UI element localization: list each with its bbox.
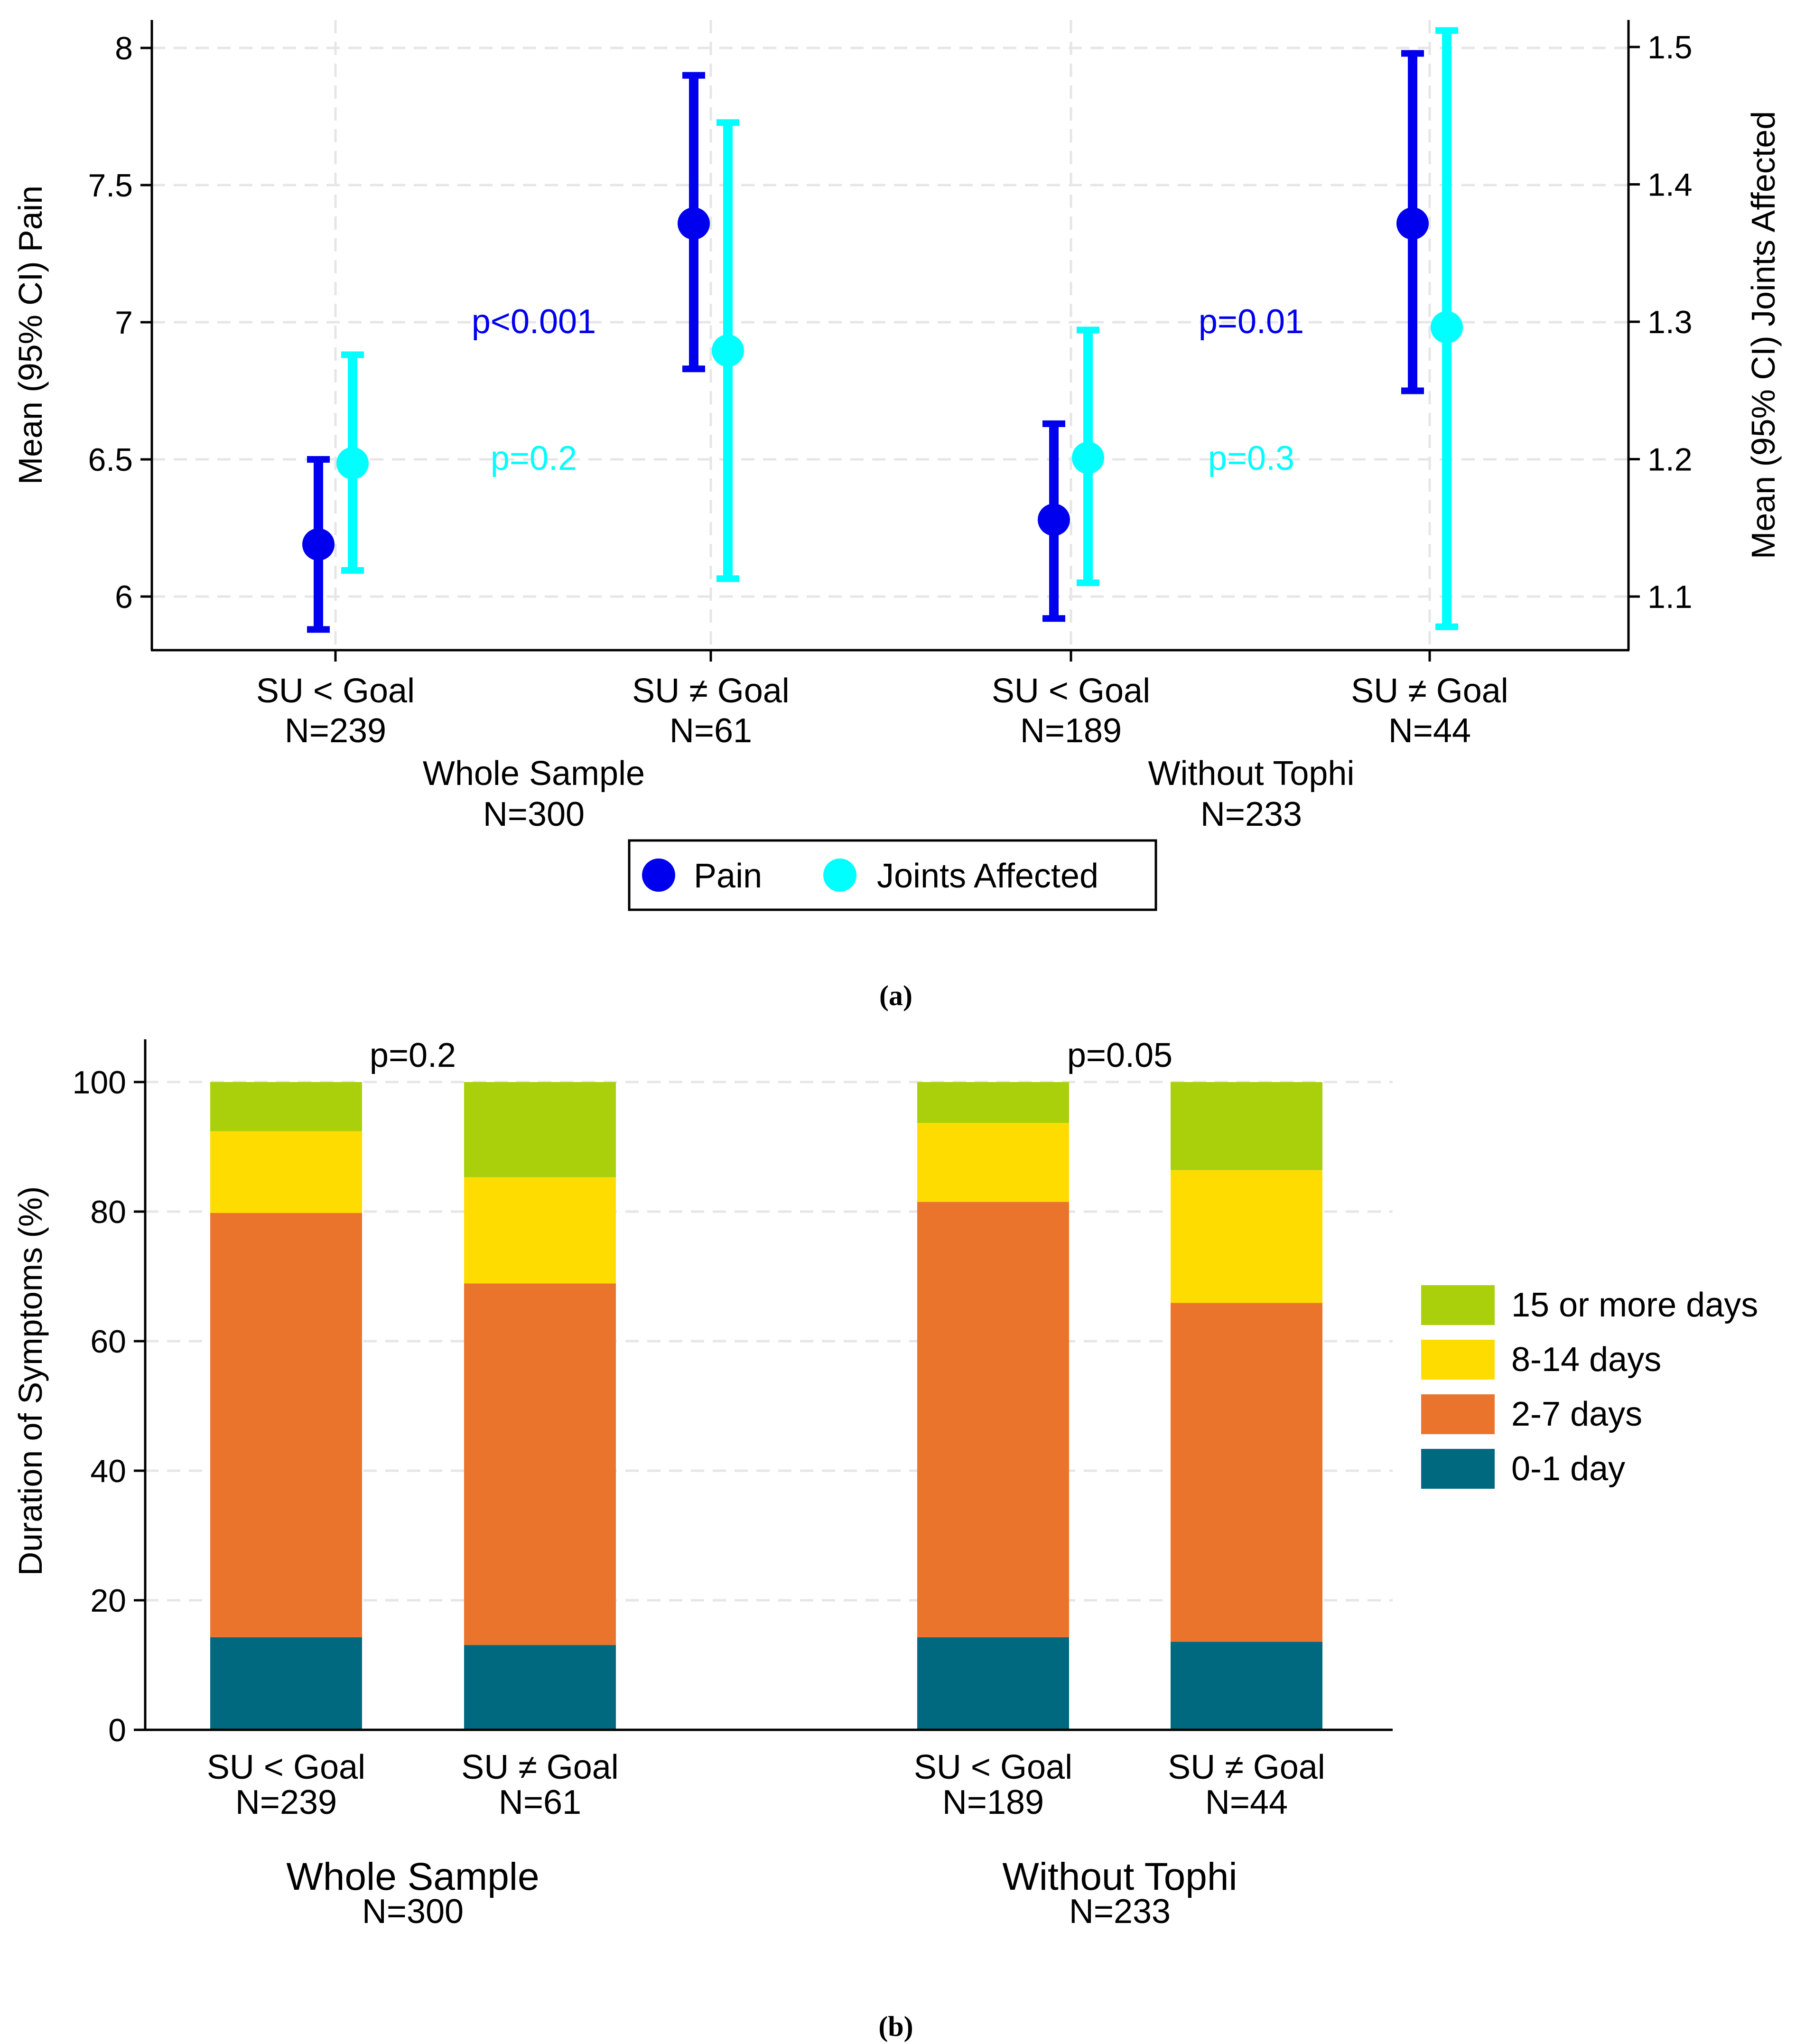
y2-tick-label: 1.2	[1647, 442, 1693, 478]
bar-segment	[917, 1122, 1069, 1202]
p-value-annotation: p<0.001	[472, 303, 596, 341]
mean-point	[1072, 441, 1104, 474]
p-value-annotation: p=0.05	[1067, 1036, 1172, 1074]
bar-segment	[464, 1645, 616, 1730]
group-label: Without Tophi	[1148, 755, 1355, 793]
panel-label-b: (b)	[878, 2011, 913, 2042]
y-tick-label: 40	[90, 1453, 126, 1489]
category-label: SU ≠ Goal	[1351, 672, 1508, 710]
bar-segment	[210, 1213, 362, 1637]
bar-segment	[210, 1637, 362, 1730]
y-axis-title: Mean (95% CI) Pain	[12, 186, 49, 485]
category-label: SU ≠ Goal	[1168, 1748, 1325, 1786]
y-tick-label: 60	[90, 1324, 126, 1360]
y-tick-label: 8	[115, 30, 133, 66]
bar-segment	[1171, 1170, 1322, 1303]
y2-tick-label: 1.3	[1647, 304, 1693, 340]
mean-point	[302, 528, 335, 561]
y-tick-label: 100	[73, 1064, 126, 1101]
legend-label: 0-1 day	[1511, 1450, 1625, 1488]
p-value-annotation: p=0.2	[491, 439, 577, 477]
bar-segment	[1171, 1642, 1322, 1730]
category-n-label: N=239	[235, 1783, 337, 1821]
group-n-label: N=233	[1069, 1893, 1171, 1931]
legend-label-joints: Joints Affected	[877, 857, 1098, 895]
y2-tick-label: 1.4	[1647, 167, 1693, 203]
mean-point	[1038, 504, 1070, 536]
p-value-annotation: p=0.3	[1208, 439, 1294, 477]
bar-segment	[1171, 1082, 1322, 1170]
group-label: Whole Sample	[286, 1855, 539, 1898]
p-value-annotation: p=0.2	[370, 1036, 456, 1074]
mean-point	[678, 207, 710, 240]
category-n-label: N=189	[942, 1783, 1044, 1821]
category-n-label: N=61	[670, 712, 752, 750]
bar-segment	[464, 1082, 616, 1177]
y-tick-label: 0	[108, 1712, 126, 1748]
y-tick-label: 7.5	[88, 168, 133, 204]
mean-point	[1431, 311, 1463, 344]
bar-segment	[464, 1177, 616, 1284]
bar-segment	[917, 1637, 1069, 1730]
legend-swatch	[1421, 1449, 1495, 1489]
bar-segment	[210, 1082, 362, 1131]
bar-segment	[464, 1283, 616, 1645]
category-label: SU < Goal	[914, 1748, 1072, 1786]
panel-a: 6 6.5 7 7.5 8 1.1 1.2 1.3 1.4 1.5 Mean (95% CI) Pa…	[12, 20, 1782, 1011]
p-value-annotation: p=0.01	[1199, 303, 1304, 341]
panel-b: 0 20 40 60 80 100 Duration of Symptoms (%) SU <…	[12, 1036, 1758, 2042]
legend-label: 2-7 days	[1511, 1395, 1642, 1433]
y-tick-label: 6	[115, 579, 133, 615]
category-n-label: N=239	[285, 712, 386, 750]
group-n-label: N=300	[362, 1893, 464, 1931]
panel-label-a: (a)	[879, 980, 912, 1011]
category-n-label: N=44	[1388, 712, 1471, 750]
group-label: Without Tophi	[1002, 1855, 1237, 1898]
category-n-label: N=189	[1020, 712, 1122, 750]
group-n-label: N=300	[483, 795, 585, 833]
y-tick-label: 6.5	[88, 442, 133, 478]
group-n-label: N=233	[1200, 795, 1302, 833]
y-tick-label: 80	[90, 1194, 126, 1230]
bar-segment	[917, 1082, 1069, 1123]
y-axis-title: Duration of Symptoms (%)	[12, 1186, 49, 1576]
legend-swatch	[1421, 1340, 1495, 1380]
y2-tick-label: 1.5	[1647, 29, 1693, 65]
y-tick-label: 7	[115, 305, 133, 341]
category-label: SU ≠ Goal	[461, 1748, 619, 1786]
legend-marker-joints	[823, 859, 856, 892]
legend-label-pain: Pain	[694, 857, 762, 895]
group-label: Whole Sample	[423, 755, 645, 793]
mean-point	[336, 447, 369, 480]
legend-swatch	[1421, 1285, 1495, 1325]
mean-point	[1396, 207, 1429, 240]
y2-axis-title: Mean (95% CI) Joints Affected	[1745, 111, 1782, 559]
mean-point	[712, 334, 744, 367]
legend-box	[628, 839, 1157, 911]
y2-tick-label: 1.1	[1647, 579, 1693, 615]
legend-label: 8-14 days	[1511, 1341, 1661, 1379]
bar-segment	[1171, 1303, 1322, 1642]
legend-swatch	[1421, 1394, 1495, 1434]
category-label: SU < Goal	[207, 1748, 365, 1786]
legend-marker-pain	[642, 859, 675, 892]
legend-label: 15 or more days	[1511, 1286, 1758, 1324]
category-n-label: N=44	[1205, 1783, 1288, 1821]
category-label: SU ≠ Goal	[632, 672, 790, 710]
category-n-label: N=61	[499, 1783, 581, 1821]
category-label: SU < Goal	[992, 672, 1150, 710]
category-label: SU < Goal	[256, 672, 415, 710]
bar-segment	[210, 1131, 362, 1213]
y-tick-label: 20	[90, 1583, 126, 1619]
bar-segment	[917, 1202, 1069, 1637]
